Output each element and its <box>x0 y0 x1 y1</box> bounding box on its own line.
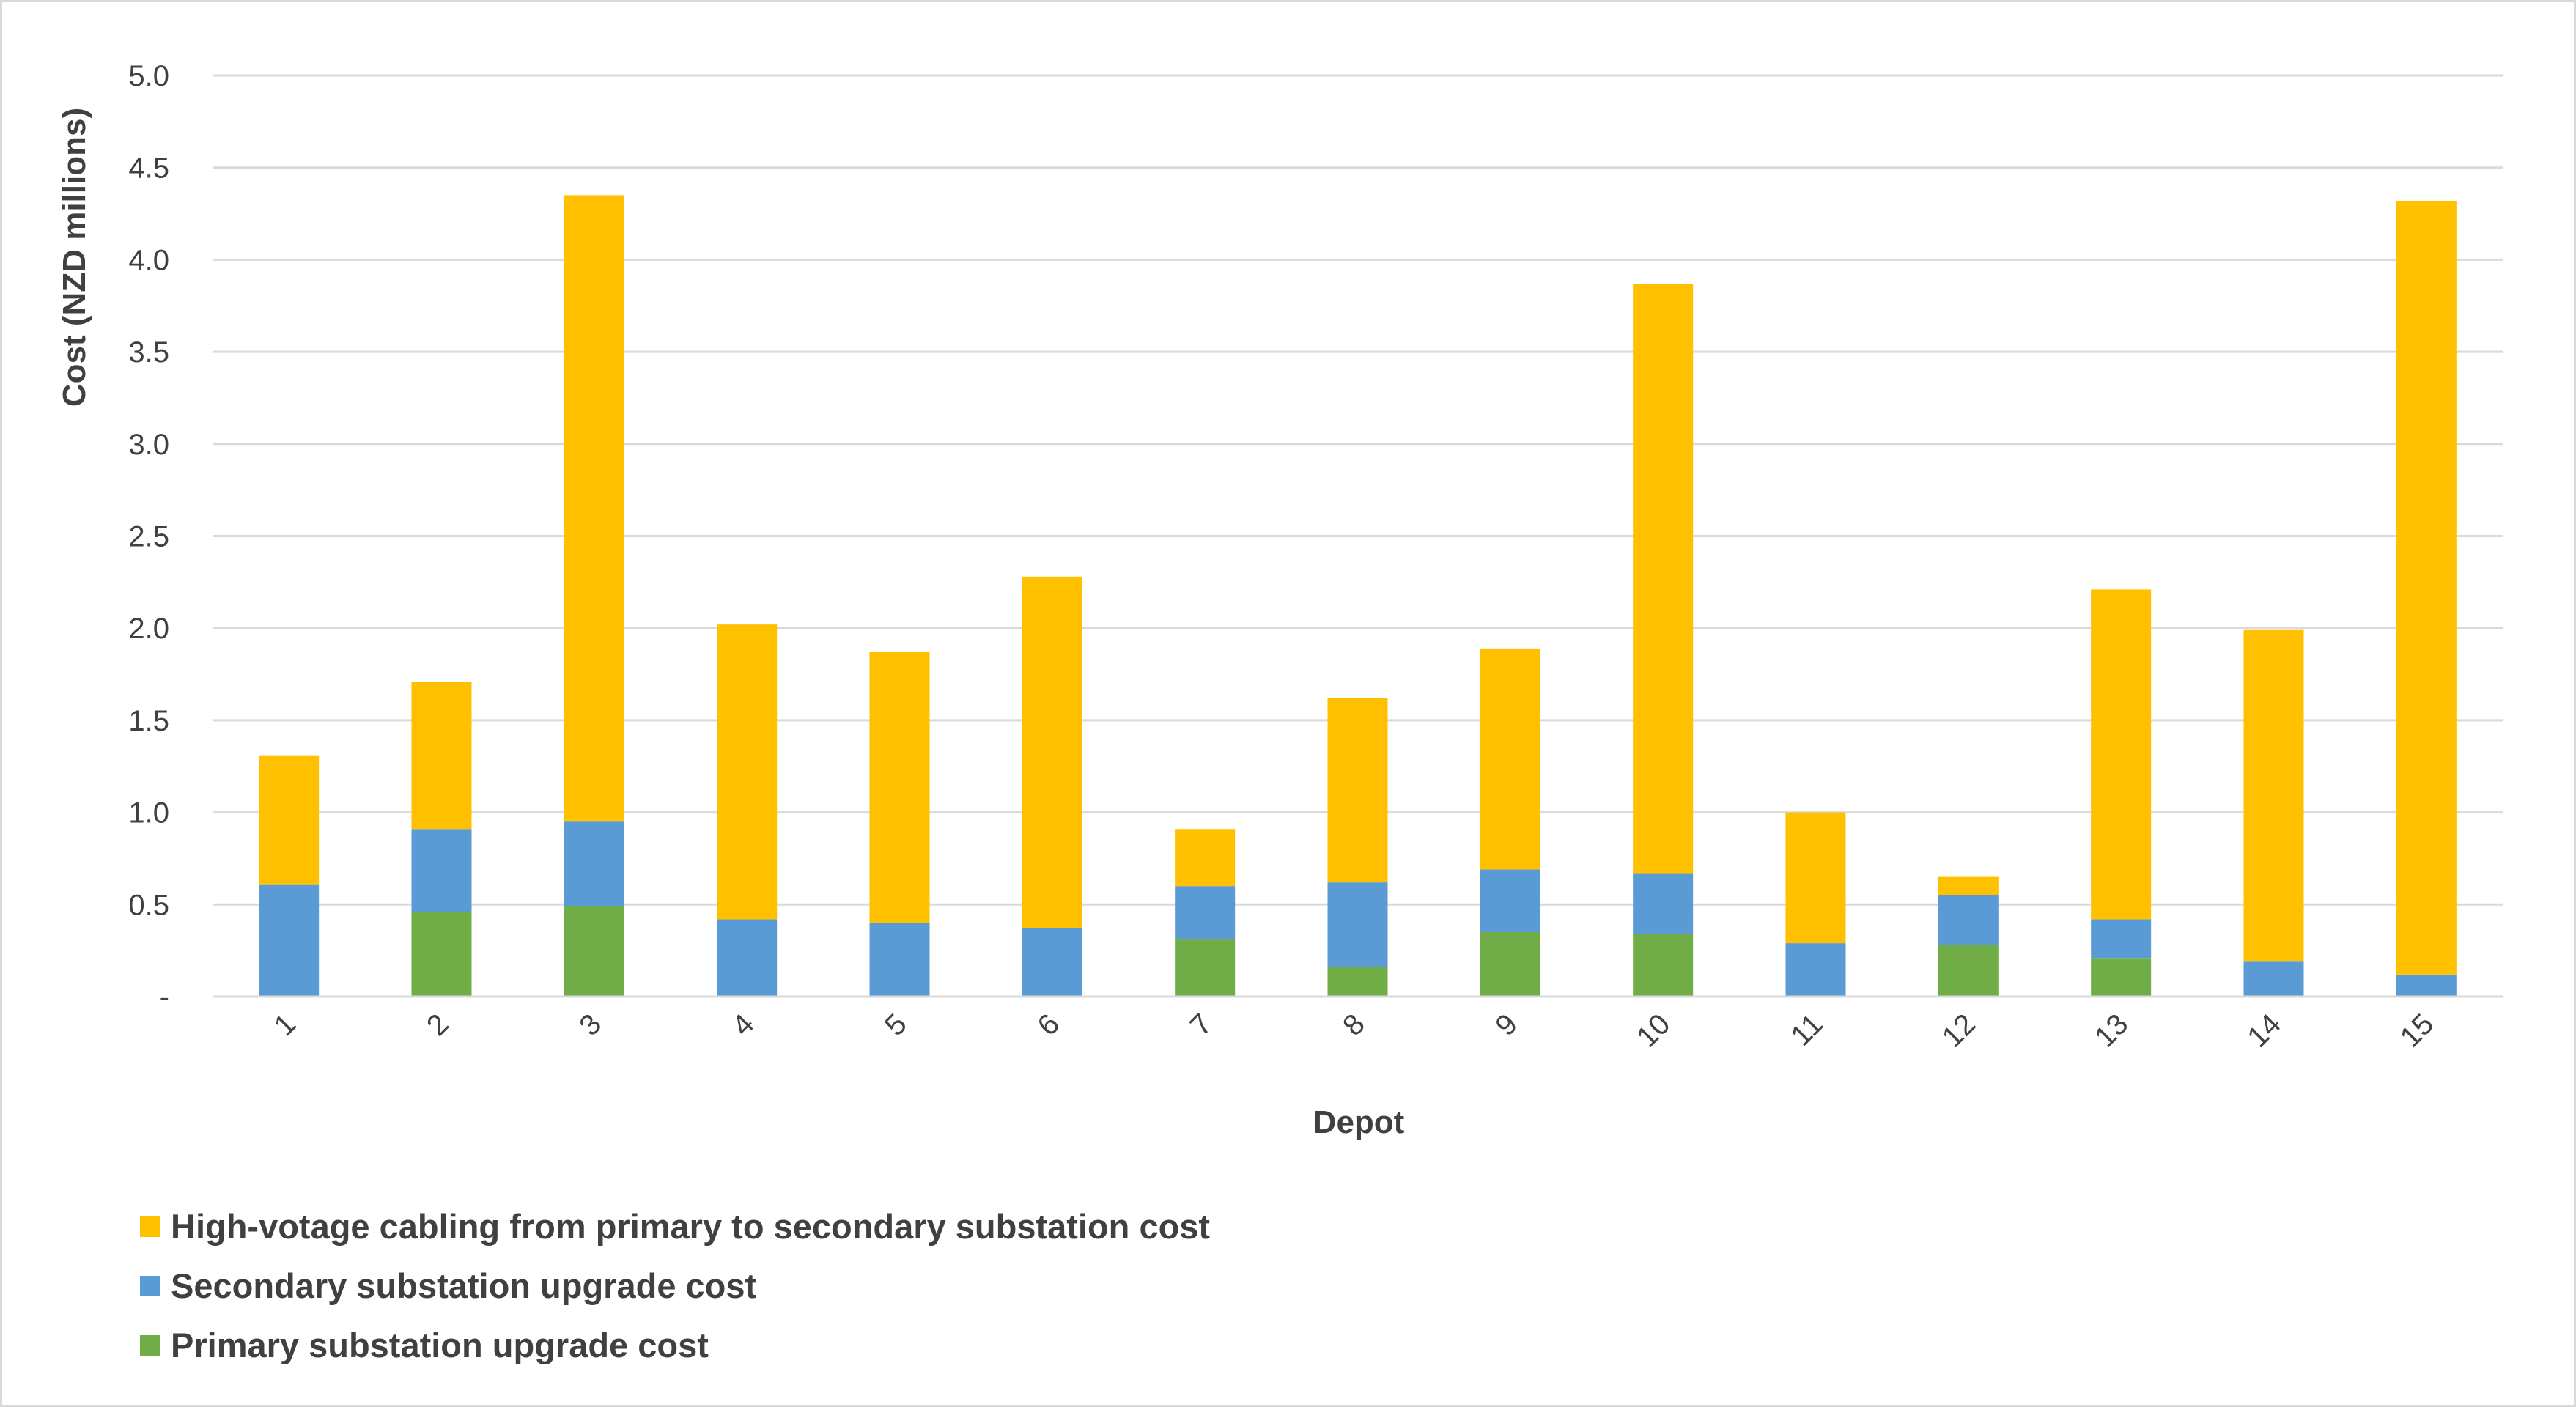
bar-segment-depot-2-series-1 <box>411 829 472 912</box>
bar-segment-depot-3-series-0 <box>564 906 624 997</box>
legend-label: High-votage cabling from primary to seco… <box>171 1207 1211 1246</box>
x-tick-label: 3 <box>573 1008 608 1042</box>
bar-segment-depot-10-series-1 <box>1633 873 1694 934</box>
y-axis-title: Cost (NZD millions) <box>56 108 92 407</box>
y-tick-label: 5.0 <box>128 60 169 92</box>
bar-segment-depot-1-series-1 <box>259 884 320 997</box>
legend-item: High-votage cabling from primary to seco… <box>140 1197 1210 1256</box>
bars <box>259 195 2457 997</box>
bar-segment-depot-15-series-1 <box>2396 974 2457 997</box>
x-tick-label: 11 <box>1785 1008 1828 1052</box>
x-tick-label: 15 <box>2394 1008 2440 1054</box>
bar-segment-depot-10-series-0 <box>1633 934 1694 997</box>
y-tick-label: 1.0 <box>128 797 169 830</box>
bar-segment-depot-3-series-2 <box>564 195 624 822</box>
y-tick-label: 4.5 <box>128 152 169 185</box>
legend-label: Primary substation upgrade cost <box>171 1326 709 1364</box>
bar-segment-depot-1-series-2 <box>259 755 320 885</box>
bar-segment-depot-7-series-1 <box>1175 886 1236 940</box>
y-tick-label: 4.0 <box>128 244 169 276</box>
x-tick-label: 10 <box>1631 1008 1677 1054</box>
legend-label: Secondary substation upgrade cost <box>171 1266 757 1305</box>
y-tick-label: - <box>160 981 169 1013</box>
x-tick-label: 13 <box>2089 1008 2135 1054</box>
x-tick-label: 2 <box>421 1008 455 1042</box>
y-tick-label: 0.5 <box>128 889 169 921</box>
bar-segment-depot-12-series-0 <box>1938 945 1999 997</box>
x-tick-label: 9 <box>1489 1008 1524 1042</box>
bar-segment-depot-7-series-0 <box>1175 939 1236 997</box>
bar-segment-depot-7-series-2 <box>1175 829 1236 887</box>
bar-segment-depot-2-series-2 <box>411 682 472 830</box>
bar-segment-depot-9-series-1 <box>1480 869 1540 933</box>
legend-swatch <box>140 1334 160 1356</box>
bar-segment-depot-6-series-1 <box>1022 928 1082 997</box>
bar-segment-depot-5-series-2 <box>869 651 930 923</box>
bar-segment-depot-4-series-1 <box>717 919 778 997</box>
legend: High-votage cabling from primary to seco… <box>140 1197 1210 1375</box>
x-tick-label: 5 <box>879 1008 913 1042</box>
y-tick-label: 3.5 <box>128 336 169 369</box>
bar-segment-depot-9-series-0 <box>1480 932 1540 997</box>
bar-segment-depot-12-series-1 <box>1938 895 1999 945</box>
bar-segment-depot-5-series-1 <box>869 923 930 997</box>
bar-segment-depot-6-series-2 <box>1022 576 1082 928</box>
y-tick-label: 2.5 <box>128 521 169 553</box>
bar-segment-depot-15-series-2 <box>2396 200 2457 975</box>
bar-segment-depot-13-series-2 <box>2091 589 2152 920</box>
x-tick-label: 6 <box>1031 1008 1066 1042</box>
x-axis-title: Depot <box>1313 1104 1405 1140</box>
bar-segment-depot-8-series-2 <box>1327 698 1388 883</box>
y-tick-label: 3.0 <box>128 429 169 461</box>
x-tick-label: 14 <box>2241 1008 2287 1054</box>
axes: -0.51.01.52.02.53.03.54.04.55.01 2 3 4 5 6 7 8 9… <box>128 60 2503 1054</box>
bar-segment-depot-11-series-1 <box>1785 943 1846 997</box>
legend-item: Secondary substation upgrade cost <box>140 1256 1210 1315</box>
bar-segment-depot-8-series-1 <box>1327 882 1388 967</box>
legend-swatch <box>140 1275 160 1296</box>
bar-segment-depot-10-series-2 <box>1633 284 1694 874</box>
bar-segment-depot-13-series-0 <box>2091 958 2152 997</box>
bar-segment-depot-8-series-0 <box>1327 967 1388 997</box>
y-tick-label: 2.0 <box>128 613 169 645</box>
x-tick-label: 12 <box>1936 1008 1982 1054</box>
x-tick-label: 7 <box>1184 1008 1219 1042</box>
legend-item: Primary substation upgrade cost <box>140 1315 1210 1375</box>
bar-segment-depot-2-series-0 <box>411 912 472 997</box>
legend-swatch <box>140 1216 160 1237</box>
bar-segment-depot-13-series-1 <box>2091 919 2152 959</box>
bar-segment-depot-14-series-2 <box>2243 629 2304 962</box>
bar-segment-depot-11-series-2 <box>1785 812 1846 944</box>
bar-segment-depot-12-series-2 <box>1938 876 1999 895</box>
bar-segment-depot-9-series-2 <box>1480 648 1540 870</box>
x-tick-label: 8 <box>1337 1008 1371 1042</box>
bar-segment-depot-3-series-1 <box>564 821 624 906</box>
bar-segment-depot-14-series-1 <box>2243 961 2304 997</box>
y-tick-label: 1.5 <box>128 705 169 737</box>
bar-segment-depot-4-series-2 <box>717 624 778 920</box>
x-tick-label: 1 <box>268 1008 303 1042</box>
x-tick-label: 4 <box>726 1008 761 1042</box>
